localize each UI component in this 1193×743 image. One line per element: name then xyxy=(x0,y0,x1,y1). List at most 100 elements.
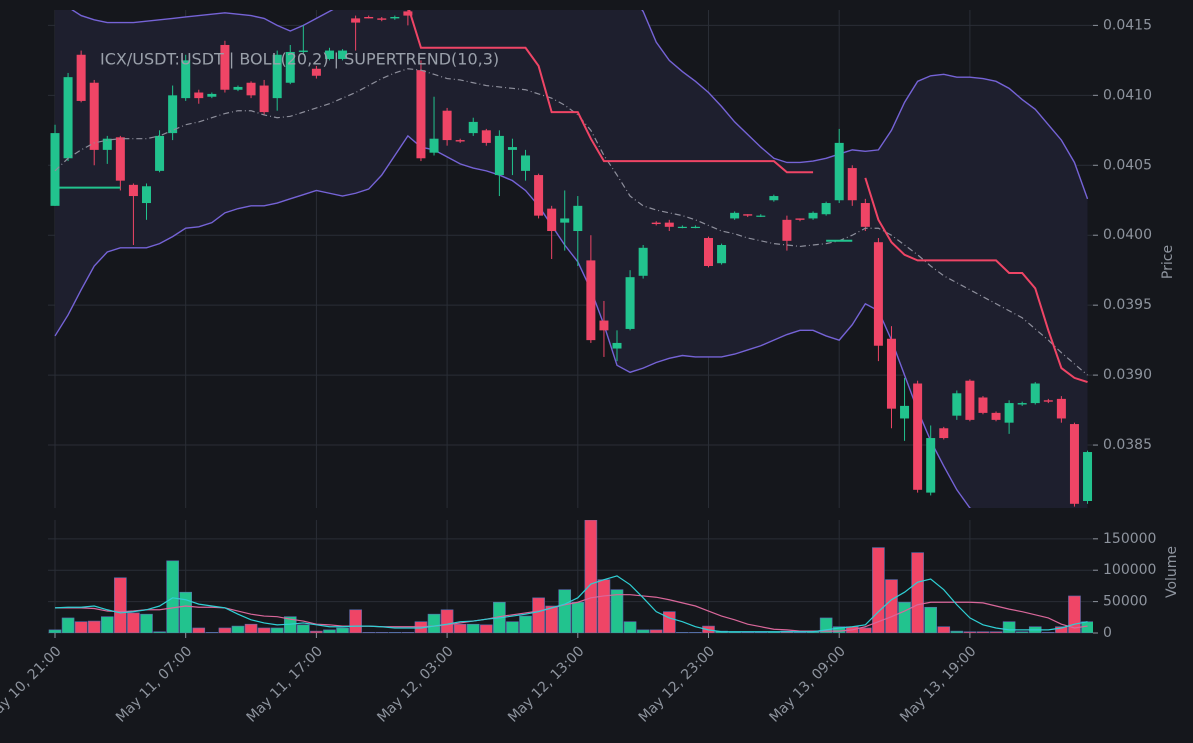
volume-bar xyxy=(689,632,702,633)
candle-body xyxy=(978,397,988,413)
candle-body xyxy=(76,54,86,101)
candle-body xyxy=(1017,403,1027,405)
candle-body xyxy=(913,383,923,490)
y-tick-label: 0.0415 xyxy=(1103,17,1152,33)
candle-body xyxy=(834,142,844,201)
volume-bar xyxy=(597,579,611,633)
candle-body xyxy=(494,135,504,176)
candle-body xyxy=(821,203,831,215)
candle-body xyxy=(651,222,661,225)
candle-body xyxy=(207,93,217,97)
candle-body xyxy=(115,137,125,181)
volume-bar xyxy=(166,560,179,633)
candle-body xyxy=(338,50,348,59)
volume-bar xyxy=(832,626,846,633)
candle-body xyxy=(141,186,151,204)
volume-bar xyxy=(427,613,441,633)
candle-body xyxy=(534,175,544,216)
candle-body xyxy=(390,16,400,19)
candle-body xyxy=(50,133,60,206)
y-tick-label: 0.0405 xyxy=(1103,157,1152,173)
volume-bar xyxy=(924,606,937,633)
candle-body xyxy=(612,342,622,349)
volume-bar xyxy=(401,632,415,633)
volume-bar xyxy=(297,624,310,633)
candle-body xyxy=(442,110,452,141)
volume-bar xyxy=(976,631,990,633)
volume-bar xyxy=(741,632,755,633)
volume-bar xyxy=(649,629,663,633)
candle-body xyxy=(886,338,896,409)
candle-body xyxy=(769,196,779,201)
volume-bar xyxy=(623,621,637,633)
candle-body xyxy=(638,247,648,276)
volume-bar xyxy=(179,591,192,633)
candle-body xyxy=(1004,403,1014,423)
candle-body xyxy=(677,226,687,229)
candle-body xyxy=(625,277,635,329)
volume-bar xyxy=(323,629,336,633)
volume-bar xyxy=(257,627,271,633)
candle-body xyxy=(351,18,361,23)
volume-bar xyxy=(911,552,924,633)
volume-bar xyxy=(270,627,284,633)
candle-body xyxy=(128,184,138,197)
candle-body xyxy=(311,68,321,76)
candle-body xyxy=(1043,400,1053,402)
candle-body xyxy=(795,218,805,220)
volume-bar xyxy=(989,631,1003,633)
candle-body xyxy=(847,168,857,201)
candle-body xyxy=(1030,383,1040,404)
volume-bar xyxy=(453,623,467,633)
band-line xyxy=(71,10,1089,200)
volume-tick-label: 50000 xyxy=(1103,594,1148,610)
candle-body xyxy=(900,405,910,419)
volume-bar xyxy=(754,632,768,633)
volume-bar xyxy=(859,627,872,633)
volume-bar xyxy=(362,632,375,633)
candle-body xyxy=(690,226,700,229)
volume-bar xyxy=(963,631,977,633)
volume-bar xyxy=(885,579,898,633)
candle-body xyxy=(730,212,740,219)
volume-bar xyxy=(61,617,75,633)
volume-bar xyxy=(127,612,140,633)
candle-body xyxy=(220,44,230,90)
candle-body xyxy=(298,50,308,52)
volume-bar xyxy=(336,627,349,633)
y-axis-label: Price xyxy=(1160,245,1176,279)
volume-bar xyxy=(87,620,101,633)
candle-body xyxy=(324,50,334,59)
candle-body xyxy=(63,77,73,159)
candle-body xyxy=(168,95,178,134)
volume-bar xyxy=(140,613,153,633)
y-tick-label: 0.0395 xyxy=(1103,297,1152,313)
volume-bar xyxy=(205,632,219,633)
candle-body xyxy=(521,155,531,171)
candle-body xyxy=(1056,398,1066,419)
candle-body xyxy=(507,147,517,150)
candle-body xyxy=(664,222,674,227)
candle-body xyxy=(364,16,374,19)
candle-body xyxy=(586,260,596,341)
candle-body xyxy=(939,428,949,439)
candle-body xyxy=(89,82,99,150)
volume-bar xyxy=(1015,631,1029,633)
candle-body xyxy=(991,412,1001,420)
volume-bar xyxy=(532,597,545,633)
volume-bar xyxy=(584,520,598,633)
overlay-line xyxy=(54,68,1088,376)
volume-bar xyxy=(388,632,402,633)
volume-bar xyxy=(218,627,232,633)
y-tick-label: 0.0390 xyxy=(1103,367,1152,383)
volume-bar xyxy=(480,624,493,633)
volume-bar xyxy=(349,609,362,633)
candle-body xyxy=(246,82,256,96)
volume-bar xyxy=(636,629,650,633)
y-tick-label: 0.0410 xyxy=(1103,87,1152,103)
candle-body xyxy=(429,138,439,153)
candle-body xyxy=(272,54,282,99)
volume-bar xyxy=(872,547,885,633)
volume-bar xyxy=(74,621,88,633)
y-tick-label: 0.0385 xyxy=(1103,437,1152,453)
